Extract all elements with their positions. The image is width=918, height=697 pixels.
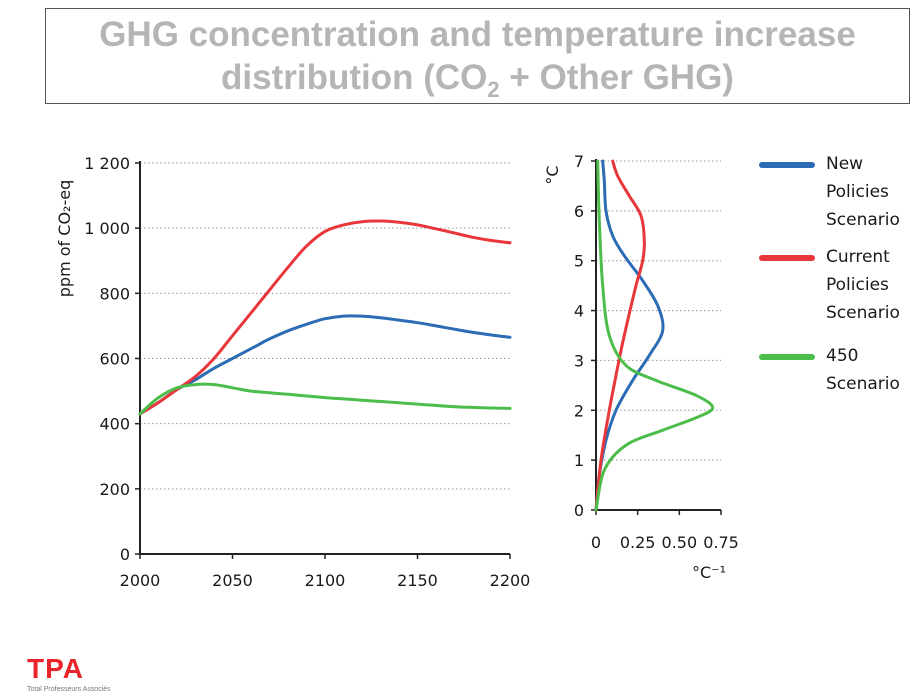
right-series-line-1	[594, 159, 646, 512]
left-y-tick-label: 200	[99, 480, 130, 499]
right-y-tick-label: 0	[574, 501, 584, 520]
right-y-tick-label: 2	[574, 401, 584, 420]
right-series-line-0	[594, 159, 665, 512]
right-y-tick-label: 6	[574, 202, 584, 221]
left-y-tick-label: 400	[99, 415, 130, 434]
legend-label-1: Policies	[826, 275, 889, 295]
right-x-tick-label: 0.50	[662, 533, 698, 552]
left-x-tick-label: 2100	[305, 571, 346, 590]
right-series-line-2	[594, 159, 715, 512]
legend-label-0: Scenario	[826, 210, 900, 230]
tpa-logo: TPA	[27, 653, 84, 684]
title-line-2: distribution (CO2 + Other GHG)	[46, 56, 909, 102]
right-y-tick-label: 4	[574, 302, 584, 321]
left-x-tick-label: 2000	[120, 571, 161, 590]
concentration-chart: 0 200 400 600 800 1 000 1 200 2000 2050 2100 2150 2…	[55, 154, 530, 590]
left-y-tick-label: 1 200	[84, 154, 130, 173]
right-y-tick-label: 1	[574, 451, 584, 470]
right-x-axis-label: °C⁻¹	[692, 563, 726, 582]
title-co2-subscript: 2	[487, 77, 500, 102]
right-x-tick-label: 0.25	[620, 533, 656, 552]
left-series-line-0	[138, 314, 512, 416]
left-x-tick-label: 2200	[490, 571, 531, 590]
right-y-tick-label: 7	[574, 152, 584, 171]
right-y-tick-label: 3	[574, 351, 584, 370]
left-y-tick-label: 800	[99, 284, 130, 303]
right-y-axis-label: °C	[543, 165, 562, 184]
left-y-tick-label: 1 000	[84, 219, 130, 238]
legend-label-0: New	[826, 154, 863, 174]
left-series-line-2	[138, 382, 512, 416]
legend-label-1: Current	[826, 247, 890, 267]
temperature-distribution-chart: 0 1 2 3 4 5 6 7 0 0.25 0.50 0.75 °C °C⁻¹	[543, 152, 739, 582]
legend-label-0: Policies	[826, 182, 889, 202]
slide-title: GHG concentration and temperature increa…	[45, 8, 910, 104]
legend-label-2: Scenario	[826, 374, 900, 394]
legend-label-1: Scenario	[826, 303, 900, 323]
left-x-tick-label: 2050	[212, 571, 253, 590]
right-x-tick-label: 0.75	[703, 533, 739, 552]
left-y-axis-label: ppm of CO₂-eq	[55, 180, 74, 297]
title-line-2-suffix: + Other GHG)	[499, 58, 734, 97]
legend-label-2: 450	[826, 346, 858, 366]
left-x-tick-label: 2150	[397, 571, 438, 590]
tpa-logo-subtitle: Total Professeurs Associés	[27, 686, 111, 693]
left-y-tick-label: 0	[120, 545, 130, 564]
right-x-tick-label: 0	[591, 533, 601, 552]
title-line-2-prefix: distribution (CO	[221, 58, 488, 97]
right-y-tick-label: 5	[574, 252, 584, 271]
title-line-1: GHG concentration and temperature increa…	[99, 15, 856, 54]
left-series-line-1	[138, 219, 512, 416]
left-y-tick-label: 600	[99, 350, 130, 369]
legend: New Policies Scenario Current Policies Scenar…	[759, 154, 900, 394]
